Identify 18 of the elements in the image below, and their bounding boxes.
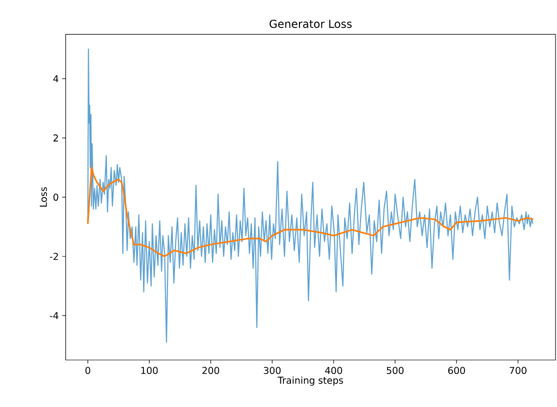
x-tick-label: 200	[202, 366, 220, 374]
x-tick-label: 0	[85, 366, 90, 374]
x-tick-label: 600	[448, 366, 465, 374]
chart-title: Generator Loss	[270, 20, 352, 28]
x-tick-label: 100	[141, 366, 158, 374]
line-series	[87, 166, 534, 258]
y-tick-label: -4	[50, 312, 58, 320]
y-tick-label: -2	[50, 252, 58, 260]
line-series	[87, 48, 534, 343]
x-tick-label: 700	[510, 366, 526, 374]
y-axis-title: Loss	[40, 187, 47, 207]
x-tick-label: 400	[325, 366, 342, 374]
x-tick-label: 300	[264, 366, 281, 374]
x-tick-label: 500	[386, 366, 404, 374]
x-axis-title: Training steps	[278, 376, 344, 386]
y-tick-label: 0	[53, 194, 58, 201]
y-tick-label: 2	[54, 134, 58, 142]
y-tick-label: 4	[53, 75, 58, 82]
